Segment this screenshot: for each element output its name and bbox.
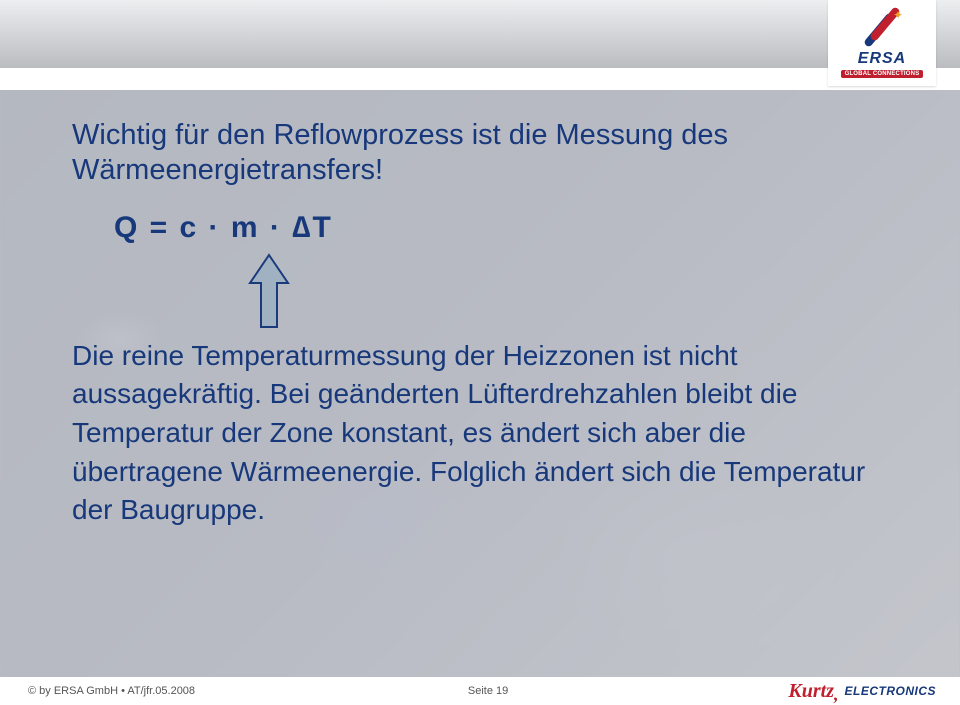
formula-text: Q = c · m · ∆T [114, 211, 882, 245]
footer-brands: Kurtz, ELECTRONICS [788, 681, 936, 701]
footer-copyright: © by ERSA GmbH • AT/jfr.05.2008 [28, 685, 195, 697]
content-area: Wichtig für den Reflowprozess ist die Me… [72, 118, 882, 530]
up-arrow-icon [248, 253, 882, 329]
ersa-logo-tagline: GLOBAL CONNECTIONS [841, 70, 924, 78]
footer-page-number: Seite 19 [468, 685, 508, 697]
slide-title: Wichtig für den Reflowprozess ist die Me… [72, 118, 882, 189]
kurtz-logo-text: Kurtz, [788, 681, 838, 701]
header-white-strip [0, 68, 960, 90]
ersa-logo-text: ERSA [858, 50, 906, 68]
footer-bar: © by ERSA GmbH • AT/jfr.05.2008 Seite 19… [0, 677, 960, 705]
electronics-logo-text: ELECTRONICS [844, 684, 936, 698]
body-paragraph: Die reine Temperaturmessung der Heizzone… [72, 337, 882, 530]
ersa-logo-box: ✦ ERSA GLOBAL CONNECTIONS [828, 0, 936, 86]
slide: ✦ ERSA GLOBAL CONNECTIONS Wichtig für de… [0, 0, 960, 705]
ersa-logo-icon: ✦ [859, 8, 905, 48]
header-gradient-bar [0, 0, 960, 68]
